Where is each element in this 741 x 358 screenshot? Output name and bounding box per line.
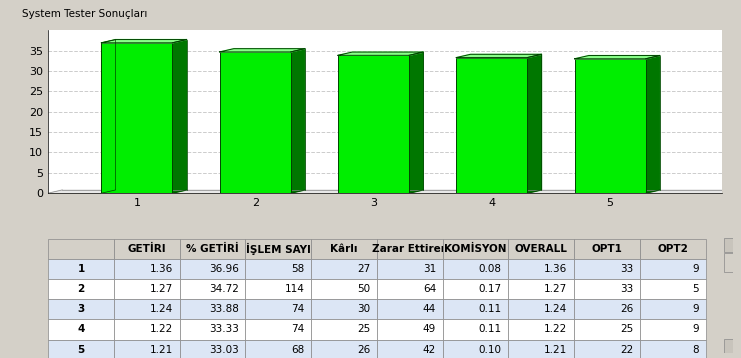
- Text: System Tester Sonuçları: System Tester Sonuçları: [22, 9, 147, 19]
- Polygon shape: [102, 39, 187, 43]
- Bar: [724, 238, 733, 252]
- Bar: [574, 59, 645, 193]
- Polygon shape: [645, 55, 659, 193]
- Polygon shape: [409, 52, 423, 193]
- Polygon shape: [102, 39, 116, 193]
- Polygon shape: [173, 39, 187, 193]
- Polygon shape: [528, 54, 542, 193]
- Polygon shape: [219, 49, 305, 52]
- Polygon shape: [338, 52, 423, 55]
- Bar: [219, 52, 290, 193]
- Polygon shape: [48, 190, 737, 193]
- Bar: [724, 339, 733, 353]
- Polygon shape: [456, 54, 542, 58]
- Bar: [724, 253, 733, 272]
- Polygon shape: [574, 55, 659, 59]
- Bar: [338, 55, 409, 193]
- Bar: [102, 43, 173, 193]
- Polygon shape: [290, 49, 305, 193]
- Bar: [456, 58, 528, 193]
